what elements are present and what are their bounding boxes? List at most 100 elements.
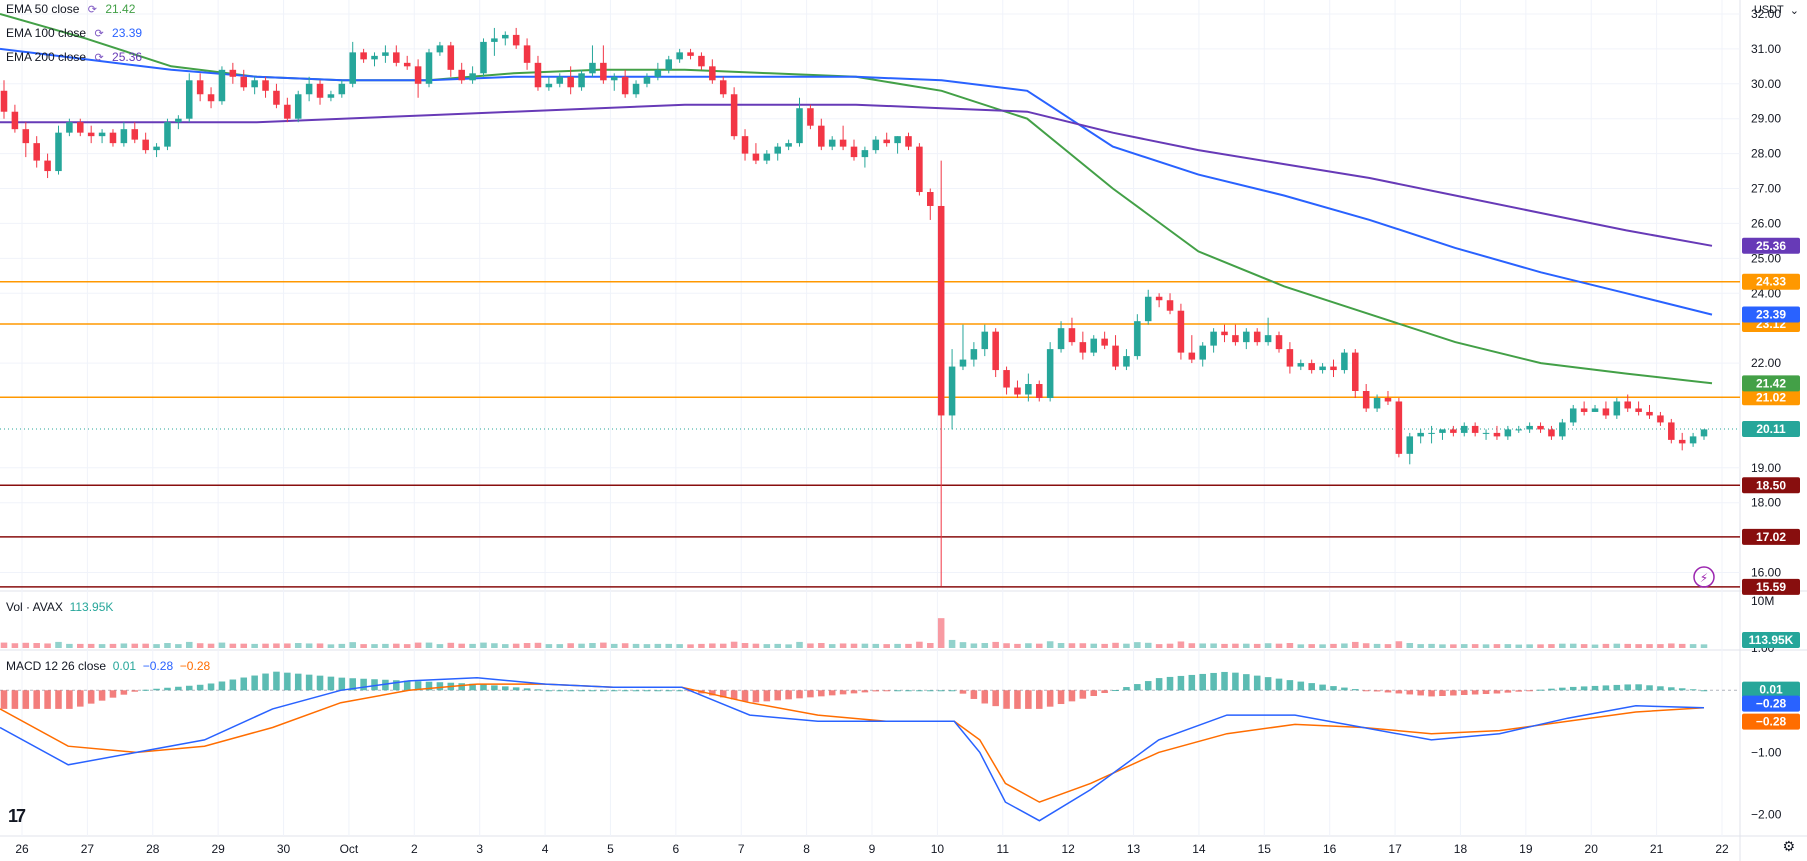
macd-histogram-bar: [1700, 690, 1708, 692]
x-tick-label: 8: [803, 842, 810, 856]
volume-bar: [632, 643, 640, 648]
volume-bar: [1286, 643, 1294, 648]
candle-body: [1232, 335, 1239, 343]
macd-histogram-bar: [458, 683, 465, 691]
macd-histogram-bar: [883, 690, 890, 692]
chevron-down-icon: ⌄: [1789, 5, 1799, 17]
legend-ema200: EMA 200 close ⟳ 25.36: [6, 50, 142, 64]
volume-bar: [1025, 643, 1032, 648]
macd-histogram-bar: [730, 690, 738, 700]
macd-histogram-bar: [218, 681, 226, 691]
price-tag-label: 25.36: [1756, 239, 1786, 253]
candle-body: [1657, 415, 1664, 423]
sync-icon[interactable]: ⟳: [94, 51, 104, 64]
macd-histogram-bar: [338, 677, 346, 691]
volume-bar: [382, 643, 389, 648]
volume-bar: [185, 641, 193, 648]
macd-histogram-bar: [77, 690, 84, 707]
tradingview-logo-icon[interactable]: 17: [8, 806, 26, 826]
candle-body: [491, 38, 498, 42]
volume-bar: [1199, 643, 1206, 648]
y-tick-label: 25.00: [1751, 251, 1781, 265]
sync-icon[interactable]: ⟳: [87, 3, 97, 16]
macd-histogram-bar: [207, 683, 215, 691]
volume-bar: [1232, 643, 1239, 648]
candle-body: [807, 108, 814, 126]
candle-body: [600, 62, 607, 81]
macd-histogram-bar: [1134, 684, 1141, 691]
price-tag: [1742, 578, 1800, 595]
gear-icon[interactable]: ⚙: [1782, 838, 1795, 854]
volume-bar: [970, 643, 978, 648]
macd-histogram-bar: [1090, 690, 1098, 696]
macd-histogram-bar: [251, 675, 258, 691]
candle-body: [1188, 352, 1196, 360]
candle-body: [709, 66, 716, 81]
x-tick-label: 6: [673, 842, 680, 856]
volume-bar: [1352, 641, 1359, 648]
volume-bar: [458, 643, 465, 648]
macd-histogram-bar: [785, 690, 792, 700]
macd-histogram-bar: [360, 678, 367, 691]
macd-histogram-bar: [709, 690, 716, 696]
x-tick-label: 3: [476, 842, 483, 856]
volume-bar: [534, 642, 542, 648]
candle-body: [262, 80, 269, 91]
x-tick-label: 29: [211, 842, 225, 856]
sync-icon[interactable]: ⟳: [94, 27, 104, 40]
volume-bar: [1569, 643, 1577, 648]
macd-histogram-bar: [1602, 685, 1610, 691]
candle-body: [1602, 408, 1610, 416]
currency-selector[interactable]: USDT ⌄: [1754, 4, 1799, 17]
candle-body: [142, 139, 149, 151]
macd-histogram-bar: [349, 678, 356, 691]
candle-body: [785, 143, 792, 147]
candle-body: [719, 80, 727, 95]
volume-bar: [316, 643, 324, 648]
volume-bar: [1591, 644, 1599, 648]
candle-body: [0, 90, 8, 112]
volume-bar: [763, 644, 771, 648]
candle-body: [1264, 335, 1272, 343]
macd-histogram-bar: [839, 690, 847, 695]
volume-bar: [1613, 643, 1621, 648]
candle-body: [1482, 432, 1490, 434]
macd-histogram-bar: [1188, 674, 1196, 691]
volume-bar: [305, 643, 313, 648]
volume-bar: [818, 643, 825, 648]
macd-histogram-bar: [87, 690, 95, 704]
volume-bar: [621, 643, 629, 648]
volume-bar: [1689, 644, 1697, 648]
candle-body: [610, 76, 618, 81]
candle-body: [981, 331, 989, 350]
volume-bar: [425, 642, 433, 648]
x-tick-label: 2: [411, 842, 418, 856]
candle-body: [240, 76, 248, 88]
macd-histogram-bar: [752, 690, 760, 703]
volume-bar: [1602, 643, 1610, 648]
volume-bar: [719, 643, 727, 648]
volume-bar: [1319, 644, 1326, 648]
candle-body: [839, 139, 847, 147]
volume-bar: [1646, 644, 1653, 648]
volume-bar: [600, 642, 607, 648]
candle-body: [458, 69, 465, 81]
legend-ema100-label: EMA 100 close: [6, 26, 87, 40]
candle-body: [284, 104, 291, 119]
macd-histogram-bar: [1068, 690, 1076, 702]
candle-body: [251, 80, 258, 88]
macd-signal-value: −0.28: [179, 659, 211, 673]
candle-body: [338, 83, 346, 95]
volume-value: 113.95K: [69, 600, 114, 614]
candle-body: [1286, 349, 1294, 367]
price-tag-label: 15.59: [1756, 580, 1786, 594]
volume-bar: [87, 643, 95, 648]
macd-histogram-bar: [1341, 687, 1348, 691]
volume-bar: [1090, 643, 1098, 648]
candle-body: [1624, 401, 1631, 409]
candle-body: [1243, 331, 1250, 343]
volume-bar: [512, 643, 520, 648]
macd-histogram-bar: [153, 688, 160, 691]
volume-bar: [698, 643, 705, 648]
